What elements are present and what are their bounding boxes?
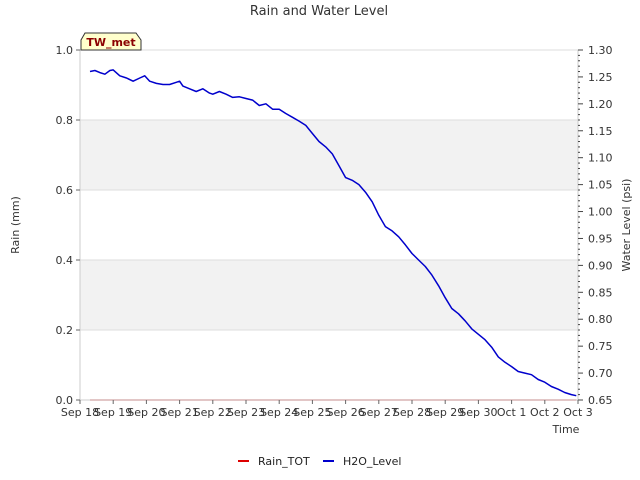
- legend: Rain_TOT H2O_Level: [238, 455, 401, 468]
- y-right-tick-label: 0.85: [588, 286, 613, 299]
- y-right-tick-label: 0.80: [588, 313, 613, 326]
- y-left-tick-label: 0.8: [56, 114, 74, 127]
- y-right-tick-label: 1.20: [588, 98, 613, 111]
- y-left-tick-label: 0.2: [56, 324, 74, 337]
- axes: [79, 50, 579, 401]
- x-tick-label: Sep 26: [326, 406, 364, 419]
- x-tick-label: Oct 1: [497, 406, 527, 419]
- x-tick-label: Sep 23: [227, 406, 265, 419]
- station-badge-box: [80, 32, 142, 51]
- station-label: TW_met: [86, 36, 135, 49]
- x-tick-label: Sep 29: [426, 406, 464, 419]
- y-right-tick-label: 0.70: [588, 367, 613, 380]
- y-right-tick-label: 0.75: [588, 340, 613, 353]
- y-right-tick-label: 1.25: [588, 71, 613, 84]
- plot-band: [80, 120, 578, 190]
- x-tick-label: Sep 24: [260, 406, 298, 419]
- x-tick-label: Sep 27: [360, 406, 398, 419]
- right-axis-ticks: 0.65 0.70 0.75 0.80 0.85 0.90 0.95 1.00 1.05 1.10…: [578, 44, 613, 407]
- x-tick-label: Sep 21: [160, 406, 198, 419]
- y-right-tick-label: 0.90: [588, 259, 613, 272]
- y-right-tick-label: 1.10: [588, 152, 613, 165]
- y-right-tick-label: 0.95: [588, 232, 613, 245]
- y-axis-right-label: Water Level (psi): [620, 179, 633, 272]
- x-tick-label: Sep 20: [127, 406, 165, 419]
- y-right-tick-label: 0.65: [588, 394, 613, 407]
- left-axis-ticks: 0.0 0.2 0.4 0.6 0.8 1.0: [56, 44, 80, 407]
- y-left-tick-label: 0.0: [56, 394, 74, 407]
- y-right-tick-label: 1.30: [588, 44, 613, 57]
- x-tick-label: Sep 18: [61, 406, 99, 419]
- chart-title: Rain and Water Level: [250, 4, 388, 19]
- x-tick-label: Sep 19: [94, 406, 132, 419]
- plot-background: [80, 50, 578, 400]
- series-h2o-level: [89, 69, 577, 397]
- x-tick-label: Oct 3: [563, 406, 593, 419]
- plot-band: [80, 260, 578, 330]
- y-axis-left-label: Rain (mm): [9, 196, 22, 254]
- x-tick-label: Sep 30: [459, 406, 497, 419]
- x-tick-label: Sep 22: [194, 406, 232, 419]
- plot-area: [80, 50, 578, 400]
- station-badge: TW_met: [80, 32, 142, 51]
- x-axis-label: Time: [552, 423, 580, 436]
- y-left-tick-label: 0.4: [56, 254, 74, 267]
- x-tick-label: Oct 2: [530, 406, 560, 419]
- y-right-tick-label: 1.05: [588, 179, 613, 192]
- legend-entry: H2O_Level: [343, 455, 401, 468]
- y-left-tick-label: 0.6: [56, 184, 74, 197]
- x-tick-label: Sep 25: [293, 406, 331, 419]
- x-tick-label: Sep 28: [393, 406, 431, 419]
- y-right-tick-label: 1.15: [588, 125, 613, 138]
- y-right-tick-label: 1.00: [588, 206, 613, 219]
- y-left-tick-label: 1.0: [56, 44, 74, 57]
- legend-entry: Rain_TOT: [258, 455, 310, 468]
